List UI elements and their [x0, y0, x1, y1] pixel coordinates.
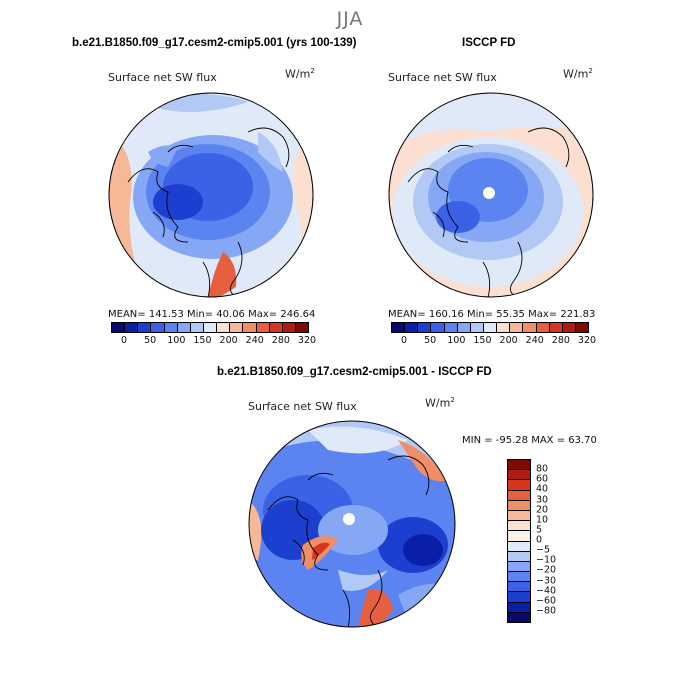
diff-colorbar — [507, 459, 531, 623]
colorbar-swatch — [112, 323, 126, 332]
colorbar-tick-label: −30 — [536, 575, 557, 586]
obs-colorbar-ticks: 0 50 100 150 200 240 280 320 — [391, 335, 596, 347]
colorbar-swatch — [549, 323, 563, 332]
colorbar-swatch — [508, 500, 530, 511]
colorbar-swatch — [562, 323, 576, 332]
colorbar-swatch — [508, 470, 530, 481]
colorbar-swatch — [508, 510, 530, 522]
colorbar-tick-label: 40 — [536, 483, 549, 495]
colorbar-tick-label: 320 — [297, 335, 317, 346]
colorbar-tick-label: 20 — [536, 504, 549, 516]
obs-stats: MEAN= 160.16 Min= 55.35 Max= 221.83 — [388, 309, 596, 320]
colorbar-swatch — [217, 323, 231, 332]
colorbar-swatch — [508, 480, 530, 491]
diff-units: W/m2 — [425, 396, 455, 410]
colorbar-swatch — [392, 323, 406, 332]
colorbar-swatch — [508, 541, 530, 552]
colorbar-tick-label: 100 — [167, 335, 186, 346]
colorbar-swatch — [203, 323, 218, 332]
colorbar-tick-label: 100 — [447, 335, 466, 346]
colorbar-swatch — [125, 323, 139, 332]
model-units: W/m2 — [285, 67, 315, 81]
colorbar-tick-label: −10 — [536, 554, 557, 566]
colorbar-swatch — [138, 323, 152, 332]
colorbar-tick-label: 50 — [424, 335, 437, 346]
colorbar-tick-label: 50 — [144, 335, 157, 346]
colorbar-swatch — [282, 323, 296, 332]
season-title: JJA — [336, 8, 364, 30]
colorbar-tick-label: 280 — [551, 335, 570, 346]
diff-field-label: Surface net SW flux — [248, 400, 357, 413]
colorbar-swatch — [457, 323, 471, 332]
colorbar-swatch — [190, 323, 204, 332]
colorbar-swatch — [405, 323, 419, 332]
obs-colorbar — [391, 322, 589, 333]
colorbar-swatch — [470, 323, 484, 332]
model-colorbar — [111, 322, 309, 333]
diff-stats: MIN = -95.28 MAX = 63.70 — [462, 435, 597, 446]
diff-polar-map — [248, 420, 456, 628]
colorbar-tick-label: 200 — [499, 335, 518, 346]
colorbar-swatch — [508, 490, 530, 501]
colorbar-swatch — [508, 531, 530, 542]
colorbar-tick-label: 0 — [401, 335, 408, 346]
colorbar-swatch — [497, 323, 511, 332]
model-panel-title: b.e21.B1850.f09_g17.cesm2-cmip5.001 (yrs… — [72, 37, 357, 49]
diff-colorbar-ticks: 80 60 40 30 20 10 5 0 −5 −10 −20 −30 −40 −60 −80 — [536, 459, 576, 621]
colorbar-swatch — [295, 323, 309, 332]
colorbar-tick-label: 150 — [473, 335, 492, 346]
colorbar-swatch — [508, 572, 530, 583]
colorbar-swatch — [431, 323, 445, 332]
colorbar-tick-label: 0 — [536, 534, 543, 546]
colorbar-swatch — [418, 323, 432, 332]
colorbar-tick-label: −5 — [536, 544, 551, 556]
obs-panel-title: ISCCP FD — [462, 37, 516, 49]
colorbar-swatch — [508, 561, 530, 573]
colorbar-tick-label: −80 — [536, 605, 557, 617]
colorbar-swatch — [256, 323, 270, 332]
colorbar-swatch — [243, 323, 257, 332]
obs-polar-map — [388, 92, 594, 298]
colorbar-swatch — [523, 323, 537, 332]
model-stats: MEAN= 141.53 Min= 40.06 Max= 246.64 — [108, 309, 316, 320]
colorbar-tick-label: 240 — [245, 335, 264, 346]
colorbar-swatch — [177, 323, 191, 332]
colorbar-tick-label: 0 — [121, 335, 128, 346]
model-colorbar-ticks: 0 50 100 150 200 240 280 320 — [111, 335, 316, 347]
colorbar-swatch — [575, 323, 589, 332]
colorbar-swatch — [508, 460, 530, 471]
colorbar-swatch — [164, 323, 178, 332]
model-polar-map — [108, 92, 314, 298]
colorbar-swatch — [508, 551, 530, 562]
model-field-label: Surface net SW flux — [108, 71, 217, 84]
colorbar-swatch — [508, 602, 530, 613]
colorbar-tick-label: 280 — [271, 335, 290, 346]
colorbar-swatch — [508, 582, 530, 593]
colorbar-tick-label: 240 — [525, 335, 544, 346]
colorbar-tick-label: −60 — [536, 595, 557, 607]
colorbar-swatch — [269, 323, 283, 332]
diff-panel-title: b.e21.B1850.f09_g17.cesm2-cmip5.001 - IS… — [217, 366, 492, 378]
colorbar-swatch — [508, 592, 530, 603]
obs-units: W/m2 — [563, 67, 593, 81]
colorbar-tick-label: 5 — [536, 524, 543, 536]
colorbar-tick-label: 200 — [219, 335, 238, 346]
obs-field-label: Surface net SW flux — [388, 71, 497, 84]
colorbar-swatch — [230, 323, 244, 332]
colorbar-tick-label: 30 — [536, 494, 549, 505]
colorbar-tick-label: −20 — [536, 564, 557, 576]
colorbar-tick-label: 60 — [536, 473, 549, 485]
colorbar-tick-label: −40 — [536, 585, 557, 597]
colorbar-swatch — [483, 323, 498, 332]
colorbar-swatch — [151, 323, 165, 332]
colorbar-swatch — [508, 521, 530, 532]
colorbar-tick-label: 320 — [577, 335, 597, 346]
colorbar-swatch — [508, 612, 530, 622]
colorbar-tick-label: 10 — [536, 514, 549, 526]
colorbar-swatch — [510, 323, 524, 332]
colorbar-swatch — [536, 323, 550, 332]
colorbar-tick-label: 150 — [193, 335, 212, 346]
colorbar-swatch — [444, 323, 458, 332]
colorbar-tick-label: 80 — [536, 463, 549, 475]
